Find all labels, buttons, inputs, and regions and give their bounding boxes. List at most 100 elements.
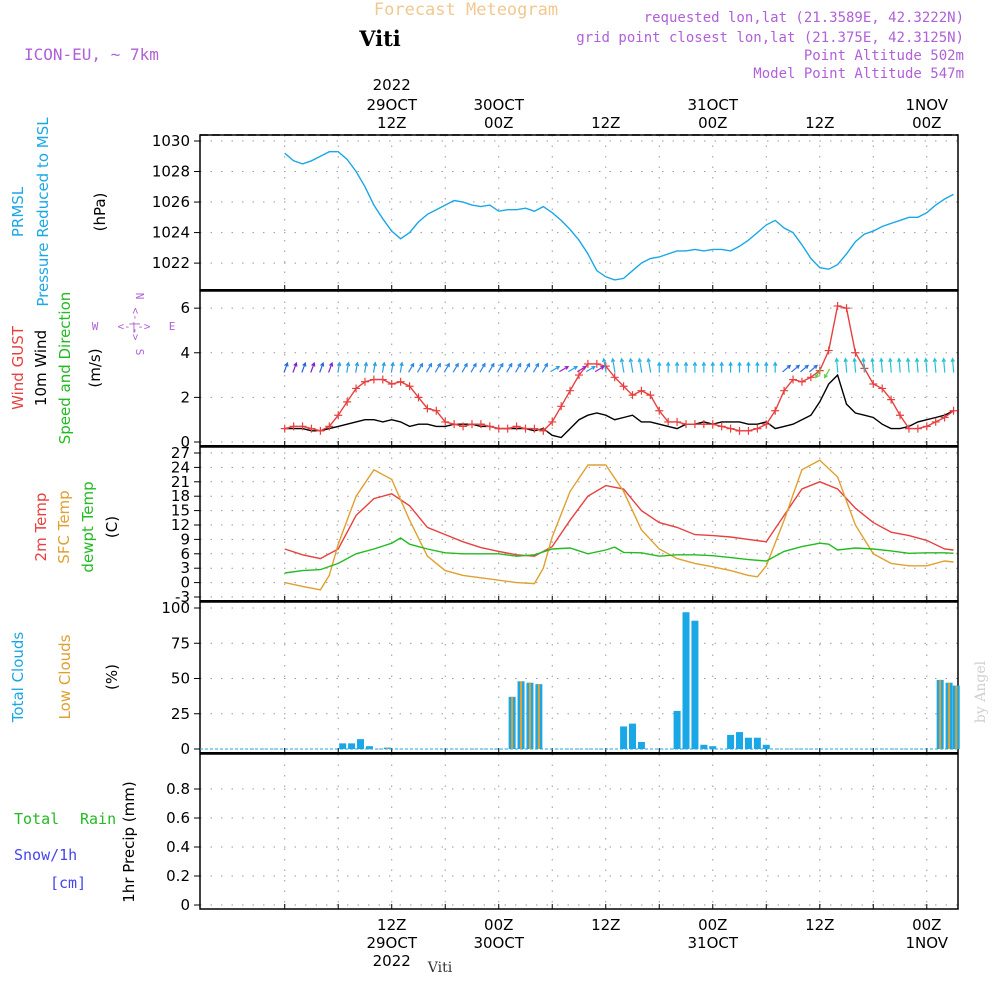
chart-plot-area: 102210241026102810300246-303691215182124… [152, 76, 960, 970]
low-clouds-label: Low Clouds [56, 634, 74, 719]
precip-total-label: Total [14, 810, 59, 828]
total-cloud-bar [691, 620, 699, 749]
wind-arrow [346, 362, 350, 373]
wind-arrow [310, 362, 315, 373]
wind-arrow-head [834, 357, 840, 363]
gust-marker [735, 426, 744, 435]
y-tick-label: 2 [180, 388, 190, 406]
gust-marker [789, 375, 798, 384]
precip-cm-label: [cm] [50, 874, 86, 892]
gust-marker [869, 380, 878, 388]
wind-arrow-head [544, 362, 548, 368]
compass-s: S [133, 349, 146, 356]
gust-marker [441, 417, 450, 426]
wind-arrow [497, 363, 504, 373]
time-label-bottom: 30OCT [473, 934, 524, 952]
gust-marker [503, 424, 512, 433]
wind-arrow [815, 368, 822, 378]
temp-2m-line [284, 481, 954, 560]
wind-arrow [638, 358, 643, 373]
y-tick-label: 3 [180, 559, 190, 577]
panel-frame [199, 290, 959, 447]
location-title: Viti [358, 26, 401, 51]
y-tick-label: 75 [171, 634, 190, 652]
compass-e: E [169, 320, 176, 333]
total-cloud-bar [629, 723, 637, 749]
wind-arrow-head [692, 361, 698, 366]
wind-arrow [399, 362, 403, 373]
wind-arrow-head [428, 362, 433, 368]
wind-arrow [934, 358, 937, 373]
wind-arrow-head [728, 361, 733, 366]
wind-arrow-head [843, 357, 848, 363]
wind-arrow-head [813, 364, 818, 369]
time-label-bottom: 00Z [484, 916, 513, 934]
wind-arrow [390, 362, 394, 373]
gust-marker [316, 426, 325, 435]
wind-arrow [425, 363, 432, 373]
model-label: ICON-EU, ~ 7km [24, 45, 159, 64]
wind-arrow-head [311, 361, 316, 367]
wind-arrow [800, 365, 809, 373]
wind-arrow-head [804, 364, 810, 369]
wind-arrow-head [573, 365, 579, 370]
y-tick-label: 27 [171, 444, 190, 462]
panel-frame [199, 753, 959, 910]
chart-title: Forecast Meteogram [374, 0, 558, 20]
wind-arrow [907, 358, 910, 373]
gust-marker [628, 391, 637, 400]
gust-marker [851, 348, 860, 357]
panel-frame [199, 134, 959, 291]
gust-marker [673, 417, 682, 426]
time-label-bottom: 29OCT [366, 934, 417, 952]
gust-marker [744, 426, 753, 435]
gust-marker [780, 386, 789, 395]
wind-arrow [292, 362, 297, 373]
wind-arrow-head [914, 357, 920, 363]
y-tick-label: 0 [180, 740, 190, 758]
wind-arrow [835, 358, 839, 373]
gust-marker [289, 422, 298, 431]
wind-arrow-head [905, 357, 911, 363]
wind-10m-label: 10m Wind [32, 330, 50, 406]
wind-arrow [443, 363, 450, 373]
wind-arrow-head [517, 362, 522, 368]
wind-arrow-head [329, 361, 334, 367]
temp-dew-label: dewpt Temp [79, 481, 97, 572]
wind-arrow-head [746, 361, 751, 366]
wind-arrow [434, 363, 441, 373]
total-cloud-bar [762, 744, 770, 749]
wind-arrow [824, 368, 831, 378]
time-label-top: 29OCT [366, 96, 417, 114]
total-cloud-bar [673, 710, 681, 749]
wind-arrow-head [824, 374, 828, 379]
wind-arrow [889, 358, 892, 373]
watermark: by Angel [973, 660, 989, 723]
wind-arrow-head [665, 361, 671, 366]
wind-arrow [862, 358, 866, 373]
temp-unit: (C) [103, 516, 121, 538]
wind-arrow [808, 365, 818, 373]
wind-arrow-head [601, 357, 607, 363]
time-label-top: 1NOV [905, 96, 948, 114]
gust-marker [896, 411, 905, 420]
y-tick-label: -3 [175, 588, 190, 606]
gust-marker [806, 373, 815, 382]
wind-arrow [576, 366, 587, 373]
gust-marker [539, 426, 548, 435]
wind-arrow [452, 363, 459, 373]
y-tick-label: 50 [171, 670, 190, 688]
wind-arrow [782, 365, 791, 373]
wind-arrow [461, 363, 468, 373]
y-tick-label: 1028 [152, 163, 190, 181]
grid-point-coords: grid point closest lon,lat (21.375E, 42.… [576, 30, 964, 46]
pressure-label-1: PRMSL [9, 186, 27, 237]
wind-arrow-head [437, 362, 441, 368]
wind-arrow [381, 362, 385, 373]
gust-marker [610, 373, 619, 382]
y-tick-label: 0.6 [166, 809, 190, 827]
pressure-label-2: Pressure Reduced to MSL [34, 117, 52, 307]
wind-arrow-head [795, 364, 801, 369]
panel-frame [199, 446, 959, 602]
wind-arrow-head [399, 361, 404, 367]
